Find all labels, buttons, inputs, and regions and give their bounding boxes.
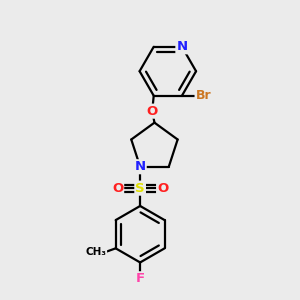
Text: S: S <box>135 182 145 195</box>
Text: CH₃: CH₃ <box>85 247 106 257</box>
Text: F: F <box>136 272 145 285</box>
Text: O: O <box>147 105 158 118</box>
Text: Br: Br <box>196 89 211 102</box>
Text: N: N <box>135 160 146 173</box>
Text: O: O <box>112 182 123 195</box>
Text: O: O <box>157 182 168 195</box>
Text: N: N <box>176 40 188 53</box>
